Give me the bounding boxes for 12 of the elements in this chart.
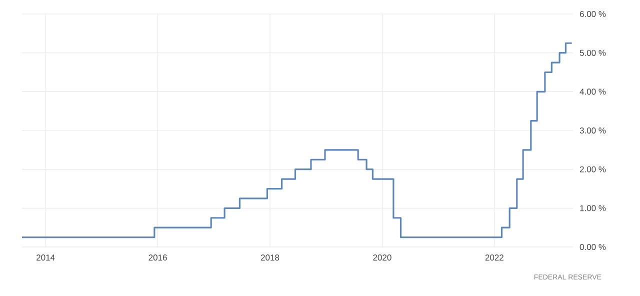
x-tick-label: 2018 [260,254,280,261]
y-tick-label: 6.00 % [580,10,606,18]
y-tick-label: 5.00 % [580,50,606,56]
y-tick-label: 3.00 % [580,127,606,134]
y-tick-label: 2.00 % [580,166,606,172]
x-tick-label: 2016 [148,254,167,261]
y-tick-label: 1.00 % [580,205,606,212]
y-tick-label: 4.00 % [580,88,606,95]
y-tick-label: 0.00 % [580,244,606,250]
x-tick-label: 2014 [36,254,55,261]
x-tick-label: 2022 [485,254,504,261]
x-tick-label: 2020 [373,254,392,261]
